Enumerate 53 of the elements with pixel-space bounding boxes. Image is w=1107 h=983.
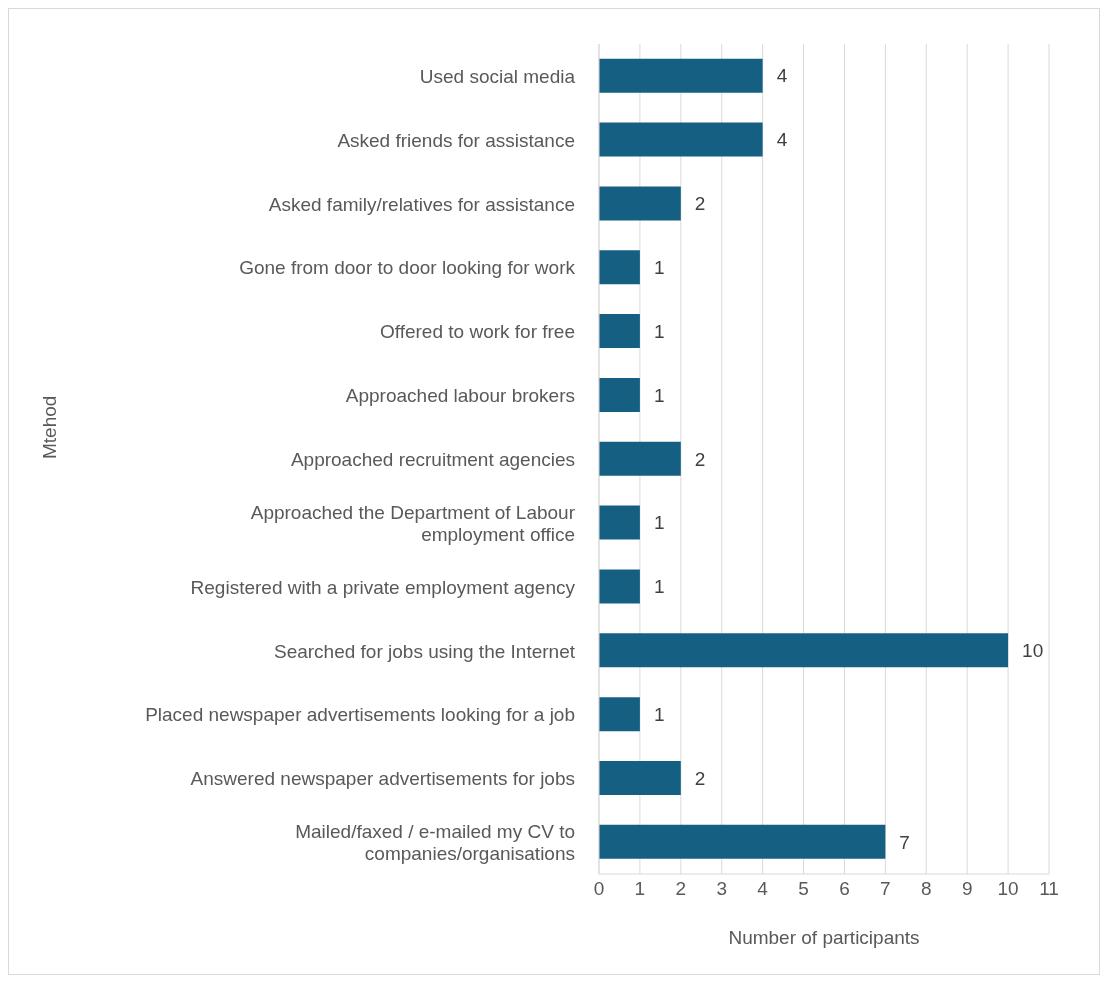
y-tick-label: Placed newspaper advertisements looking for a job xyxy=(145,703,575,725)
data-label: 2 xyxy=(694,767,706,789)
x-tick-label: 7 xyxy=(880,878,891,900)
data-label: 1 xyxy=(653,384,665,406)
data-label: 4 xyxy=(776,65,788,87)
bar xyxy=(599,377,640,412)
data-label: 4 xyxy=(776,129,788,151)
x-tick-label: 5 xyxy=(798,878,809,900)
y-tick-label: Approached recruitment agencies xyxy=(290,448,575,470)
y-tick-label: Mailed/faxed / e-mailed my CV to companies/organisations xyxy=(295,820,575,864)
x-tick-label: 3 xyxy=(716,878,728,900)
y-tick-label: Used social media xyxy=(419,65,576,87)
bar xyxy=(599,250,640,285)
bar xyxy=(599,441,681,476)
x-axis-title: Number of participants xyxy=(728,927,920,948)
data-label: 2 xyxy=(694,448,706,470)
bar xyxy=(599,505,640,540)
data-label: 1 xyxy=(653,576,665,598)
y-tick-label: Asked family/relatives for assistance xyxy=(268,193,575,215)
bar xyxy=(599,314,640,349)
y-tick-label: Searched for jobs using the Internet xyxy=(273,640,576,662)
y-axis-title: Mtehod xyxy=(38,395,60,459)
data-label: 7 xyxy=(899,831,910,853)
y-tick-label: Approached labour brokers xyxy=(345,384,575,406)
data-label: 1 xyxy=(653,512,665,534)
x-tick-label: 6 xyxy=(839,878,850,900)
x-tick-label: 0 xyxy=(593,878,605,900)
y-tick-label: Gone from door to door looking for work xyxy=(239,256,576,278)
x-tick-label: 1 xyxy=(634,878,646,900)
x-tick-label: 9 xyxy=(961,878,973,900)
x-tick-label: 4 xyxy=(757,878,769,900)
data-label: 10 xyxy=(1022,640,1044,662)
bar xyxy=(599,122,763,157)
bar xyxy=(599,58,763,93)
y-tick-label: Registered with a private employment agency xyxy=(190,576,576,598)
data-label: 1 xyxy=(653,256,665,278)
data-label: 2 xyxy=(694,193,706,215)
data-label: 1 xyxy=(653,320,665,342)
bar xyxy=(599,633,1009,668)
y-tick-label: Approached the Department of Labour employment office xyxy=(250,501,576,545)
x-tick-label: 2 xyxy=(675,878,687,900)
x-tick-label: 10 xyxy=(997,878,1019,900)
y-tick-label: Answered newspaper advertisements for jobs xyxy=(190,767,575,789)
y-tick-label: Asked friends for assistance xyxy=(337,129,575,151)
x-tick-label: 11 xyxy=(1039,878,1059,900)
bar xyxy=(599,697,640,732)
bar xyxy=(599,186,681,221)
data-label: 1 xyxy=(653,703,665,725)
x-tick-label: 8 xyxy=(920,878,932,900)
bar xyxy=(599,569,640,604)
bar xyxy=(599,824,886,859)
y-tick-label: Offered to work for free xyxy=(379,320,575,342)
bar xyxy=(599,760,681,795)
